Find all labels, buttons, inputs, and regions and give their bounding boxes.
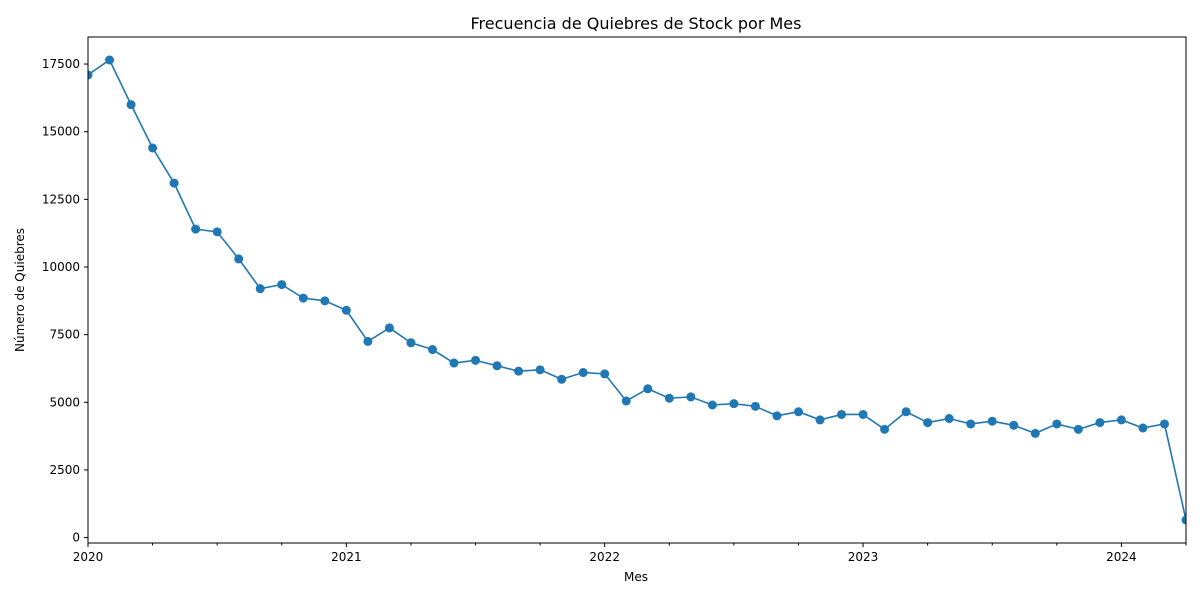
data-point	[1116, 415, 1126, 425]
x-axis-label: Mes	[624, 570, 648, 584]
data-point	[600, 369, 610, 379]
data-point	[923, 418, 933, 428]
data-point	[535, 365, 545, 375]
y-tick-label: 5000	[49, 395, 80, 409]
data-point	[105, 55, 115, 65]
data-point	[212, 227, 222, 237]
data-point	[707, 400, 717, 410]
data-point	[621, 396, 631, 406]
data-point	[148, 143, 158, 153]
data-point	[729, 399, 739, 409]
data-point	[88, 70, 93, 80]
series-line	[88, 58, 1186, 521]
data-point	[169, 178, 179, 188]
data-point	[772, 411, 782, 421]
data-point	[1095, 418, 1105, 428]
data-point	[578, 368, 588, 378]
data-point	[966, 419, 976, 429]
chart-title: Frecuencia de Quiebres de Stock por Mes	[471, 14, 802, 33]
data-point	[1181, 515, 1186, 525]
data-point	[944, 414, 954, 424]
data-point	[1159, 419, 1169, 429]
x-tick-label: 2024	[1106, 550, 1137, 564]
x-tick-label: 2020	[73, 550, 104, 564]
data-point	[492, 361, 502, 371]
y-tick-label: 12500	[42, 192, 80, 206]
y-tick-label: 15000	[42, 125, 80, 139]
x-tick-label: 2021	[331, 550, 362, 564]
data-point	[126, 100, 136, 110]
y-tick-label: 10000	[42, 260, 80, 274]
data-point	[837, 409, 847, 419]
data-point	[664, 393, 674, 403]
data-point	[384, 323, 394, 333]
data-point	[643, 384, 653, 394]
y-tick-label: 17500	[42, 57, 80, 71]
data-point	[514, 366, 524, 376]
x-tick-label: 2022	[589, 550, 620, 564]
data-point	[987, 416, 997, 426]
data-point	[320, 296, 330, 306]
data-point	[363, 336, 373, 346]
data-point	[1138, 423, 1148, 433]
data-point	[277, 280, 287, 290]
data-point	[449, 358, 459, 368]
data-point	[427, 345, 437, 355]
data-point	[471, 355, 481, 365]
y-tick-label: 0	[72, 531, 80, 545]
data-point	[1009, 420, 1019, 430]
data-point	[1052, 419, 1062, 429]
plot-area	[88, 55, 1186, 525]
data-point	[750, 401, 760, 411]
data-point	[255, 284, 265, 294]
data-point	[557, 374, 567, 384]
data-point	[1030, 428, 1040, 438]
x-tick-label: 2023	[848, 550, 879, 564]
y-axis-label: Número de Quiebres	[13, 228, 27, 352]
data-point	[298, 293, 308, 303]
y-tick-label: 2500	[49, 463, 80, 477]
axes-frame	[87, 36, 1187, 544]
data-point	[793, 407, 803, 417]
data-point	[341, 305, 351, 315]
y-tick-label: 7500	[49, 328, 80, 342]
data-point	[406, 338, 416, 348]
data-point	[234, 254, 244, 264]
data-point	[880, 424, 890, 434]
data-point	[901, 407, 911, 417]
data-point	[1073, 424, 1083, 434]
data-point	[686, 392, 696, 402]
data-point	[815, 415, 825, 425]
data-point	[858, 409, 868, 419]
data-point	[191, 224, 201, 234]
